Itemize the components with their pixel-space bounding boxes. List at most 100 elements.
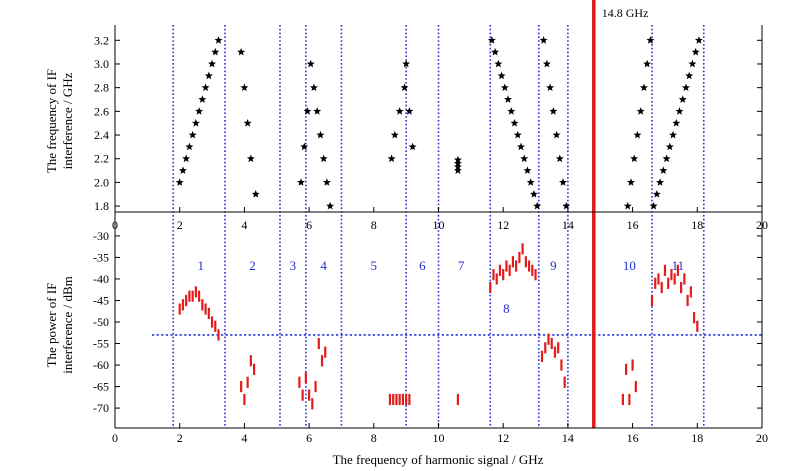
star-point <box>678 95 687 103</box>
top-x-tick-label: 0 <box>112 218 118 232</box>
star-point <box>675 107 684 115</box>
axes: 00224466881010121214141616181820201.82.0… <box>93 25 768 445</box>
star-point <box>246 154 255 163</box>
region-label: 3 <box>290 258 297 273</box>
top-x-tick-label: 10 <box>433 218 445 232</box>
star-point <box>188 130 197 139</box>
top-x-tick-label: 6 <box>306 218 312 232</box>
region-label: 8 <box>503 301 510 316</box>
star-point <box>623 201 632 210</box>
region-boundary-lines <box>172 25 705 428</box>
bottom-x-tick-label: 6 <box>306 431 312 445</box>
bottom-y-tick-label: -45 <box>93 293 109 307</box>
top-x-tick-label: 8 <box>371 218 377 232</box>
bottom-x-tick-label: 4 <box>241 431 247 445</box>
star-point <box>685 71 694 80</box>
star-point <box>326 201 335 210</box>
star-point <box>555 154 564 163</box>
star-point <box>630 154 639 163</box>
star-point <box>681 83 690 92</box>
star-point <box>198 95 207 103</box>
star-point <box>319 154 328 163</box>
star-point <box>211 47 220 56</box>
star-point <box>497 71 506 80</box>
bottom-x-tick-label: 8 <box>371 431 377 445</box>
top-x-tick-label: 14 <box>562 218 574 232</box>
top-y-tick-label: 2.2 <box>94 152 109 166</box>
region-label: 1 <box>197 258 204 273</box>
star-point <box>453 155 462 164</box>
star-point <box>694 36 703 44</box>
star-point <box>195 107 204 115</box>
bottom-x-tick-label: 20 <box>756 431 768 445</box>
bottom-y-tick-label: -30 <box>93 229 109 243</box>
top-x-tick-label: 2 <box>177 218 183 232</box>
bottom-x-tick-label: 12 <box>497 431 509 445</box>
top-panel-points <box>175 36 703 210</box>
marker-label: 14.8 GHz <box>602 6 649 20</box>
star-point <box>405 107 414 115</box>
star-point <box>494 59 503 68</box>
region-label: 4 <box>320 258 327 273</box>
bottom-y-tick-label: -55 <box>93 337 109 351</box>
star-point <box>306 59 315 68</box>
top-ylabel-line1: The frequency of IF <box>44 69 59 173</box>
region-label: 9 <box>550 258 557 273</box>
star-point <box>408 142 417 151</box>
star-point <box>208 59 217 68</box>
star-point <box>300 142 309 151</box>
star-point <box>453 162 462 171</box>
bottom-x-tick-label: 18 <box>691 431 703 445</box>
star-point <box>178 166 187 174</box>
star-point <box>182 154 191 163</box>
star-point <box>214 36 223 44</box>
region-label: 11 <box>672 258 685 273</box>
star-point <box>175 178 184 186</box>
star-point <box>303 107 312 115</box>
y-axis-labels: The frequency of IF interference / GHz T… <box>44 69 75 374</box>
star-point <box>313 107 322 115</box>
star-point <box>523 166 532 174</box>
top-y-tick-label: 2.0 <box>94 175 109 189</box>
star-point <box>665 142 674 151</box>
star-point <box>251 190 260 198</box>
top-y-tick-label: 1.8 <box>94 199 109 213</box>
top-y-tick-label: 3.0 <box>94 57 109 71</box>
star-point <box>243 118 252 127</box>
top-x-tick-label: 20 <box>756 218 768 232</box>
top-y-tick-label: 2.8 <box>94 81 109 95</box>
region-label: 5 <box>371 258 378 273</box>
star-point <box>659 166 668 174</box>
star-point <box>520 154 529 163</box>
top-ylabel-line2: interference / GHz <box>60 72 75 169</box>
bottom-y-tick-label: -40 <box>93 272 109 286</box>
star-point <box>526 178 535 186</box>
star-point <box>552 130 561 139</box>
star-point <box>549 107 558 115</box>
frequency-marker: 14.8 GHz <box>592 0 649 428</box>
star-point <box>316 130 325 139</box>
star-point <box>185 142 194 151</box>
star-point <box>646 36 655 44</box>
star-point <box>297 178 306 186</box>
star-point <box>626 178 635 186</box>
star-point <box>546 83 555 92</box>
star-point <box>237 47 246 56</box>
region-label: 10 <box>623 258 636 273</box>
bottom-panel-bars <box>178 243 699 410</box>
star-point <box>636 107 645 115</box>
star-point <box>643 59 652 68</box>
star-point <box>400 83 409 92</box>
region-label: 2 <box>249 258 256 273</box>
top-y-tick-label: 3.2 <box>94 33 109 47</box>
star-point <box>562 201 571 210</box>
bottom-x-tick-label: 16 <box>627 431 639 445</box>
bottom-y-tick-label: -70 <box>93 401 109 415</box>
top-y-tick-label: 2.4 <box>94 128 109 142</box>
star-point <box>390 130 399 139</box>
bottom-y-tick-label: -60 <box>93 358 109 372</box>
region-label: 7 <box>458 258 465 273</box>
top-x-tick-label: 18 <box>691 218 703 232</box>
top-x-tick-label: 4 <box>241 218 247 232</box>
